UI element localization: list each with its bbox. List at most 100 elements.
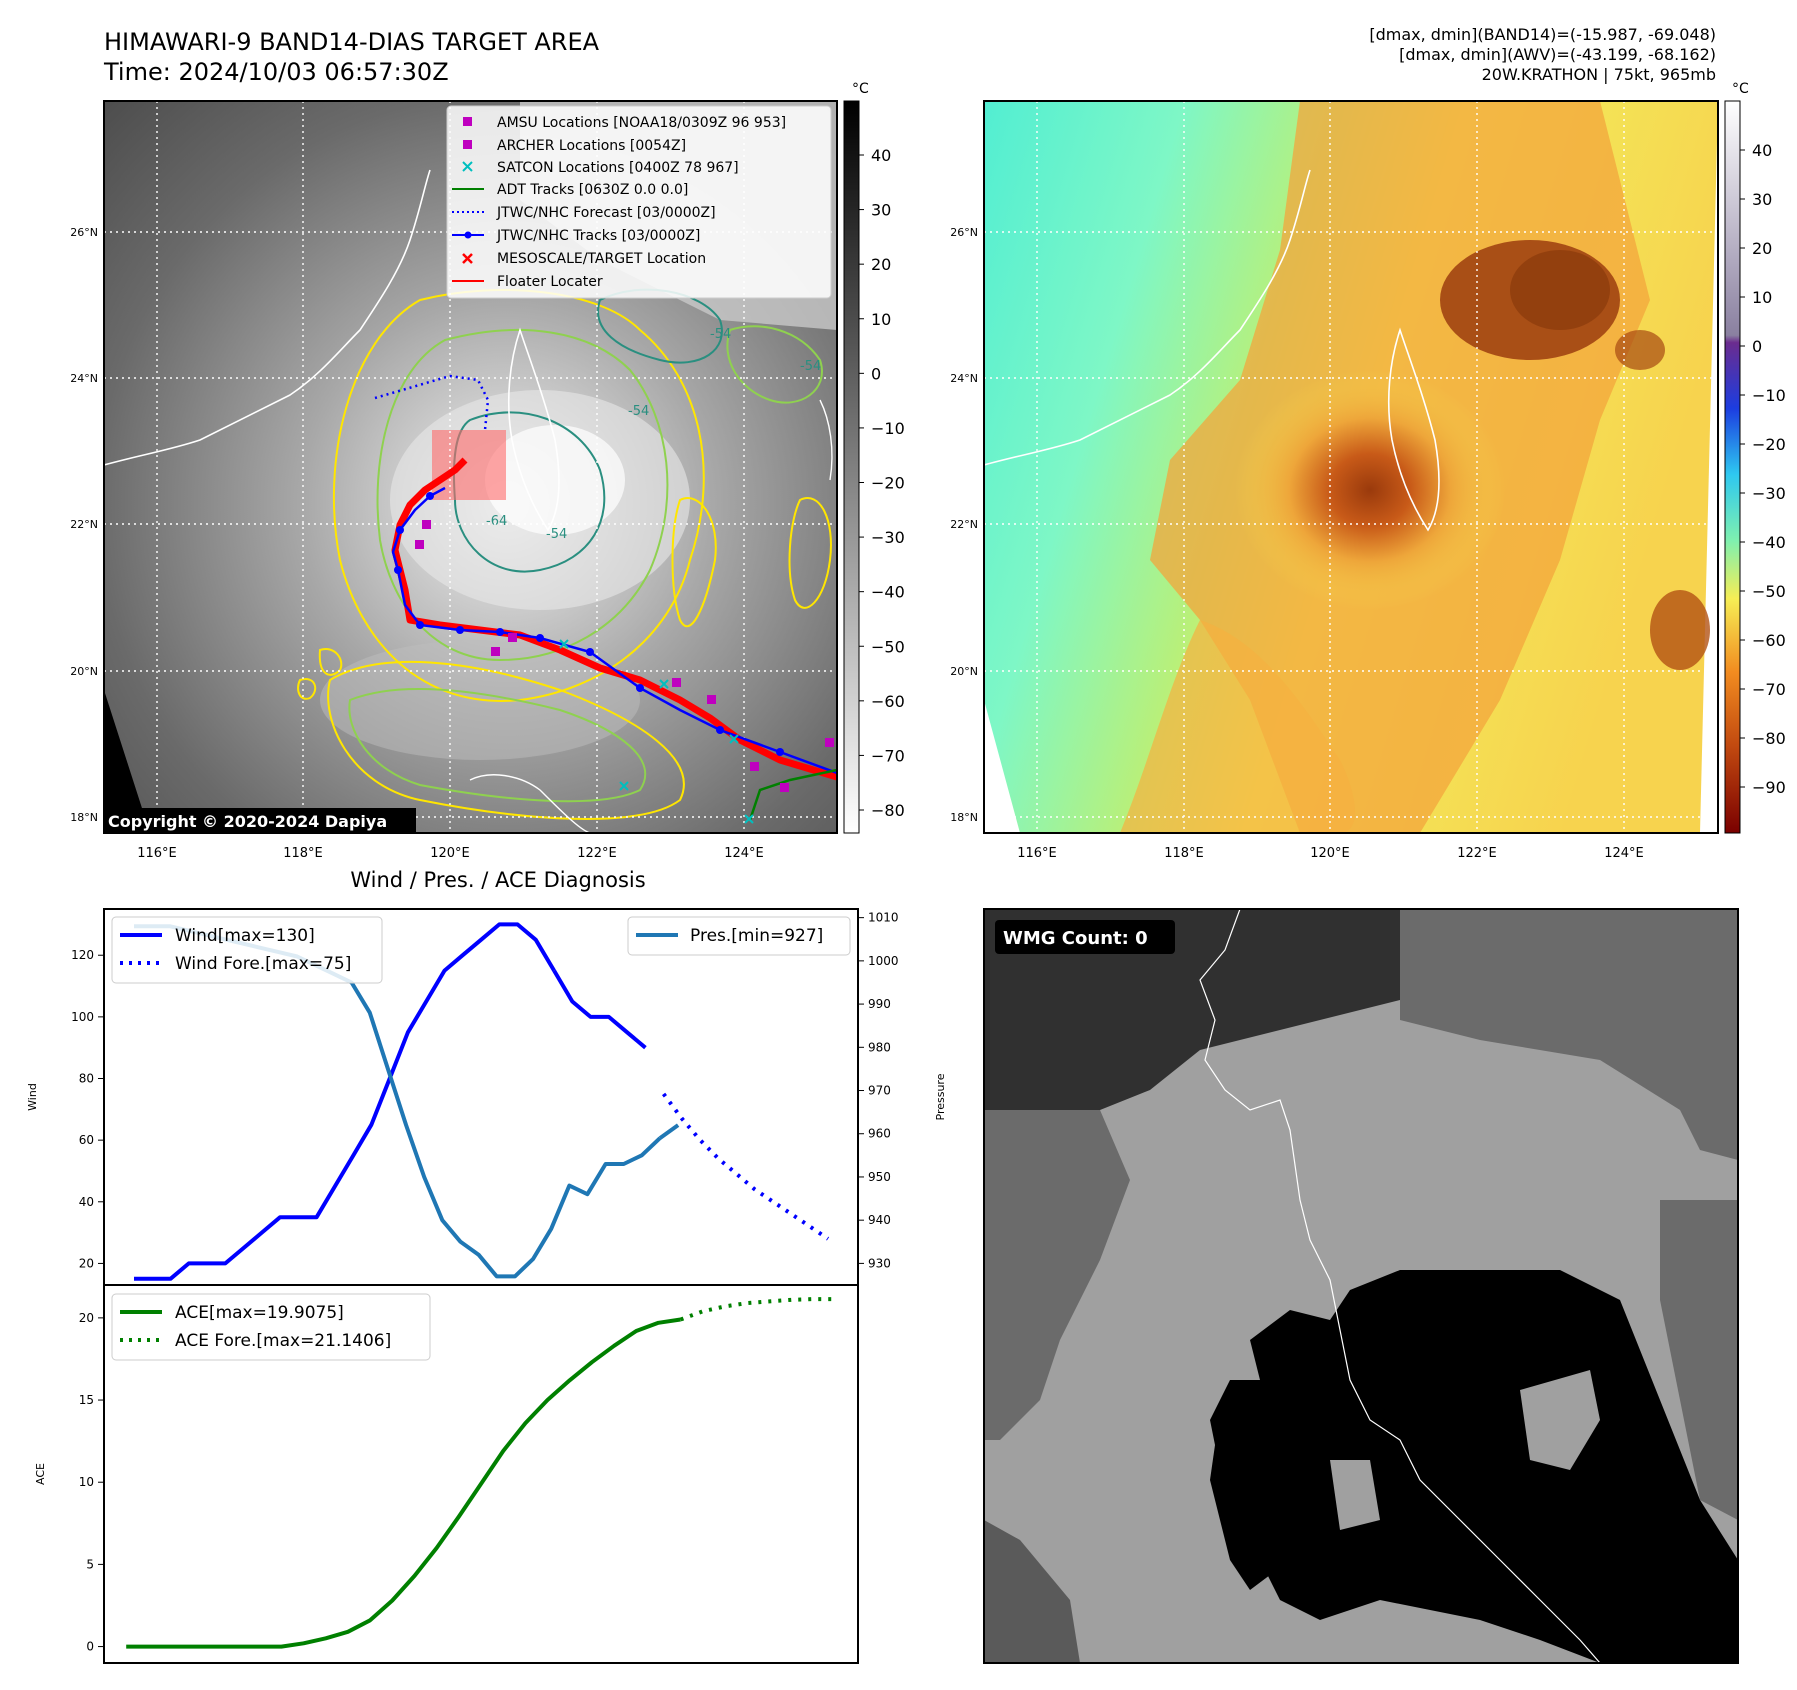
colorbar-tick-label: 0: [1752, 337, 1762, 356]
wmg-black-region: [1210, 1270, 1738, 1663]
color-colorbar-unit: °C: [1732, 81, 1749, 97]
wind-axis-label: Wind: [26, 1083, 39, 1111]
lon-tick-label: 124°E: [724, 846, 764, 861]
lat-tick-label: 26°N: [950, 226, 978, 239]
colorbar-tick-label: −10: [1752, 386, 1786, 405]
awv-lon-ticks: 116°E 118°E 120°E 122°E 124°E: [1017, 846, 1644, 861]
colorbar-tick-label: −90: [1752, 778, 1786, 797]
ace-axis-label: ACE: [34, 1463, 47, 1485]
colorbar-tick-label: −10: [871, 419, 905, 438]
svg-text:JTWC/NHC Tracks [03/0000Z]: JTWC/NHC Tracks [03/0000Z]: [496, 228, 700, 244]
ace-ytick-label: 5: [86, 1557, 94, 1571]
contour-label: -64: [486, 514, 507, 529]
pressure-ytick-label: 950: [868, 1170, 891, 1184]
colorbar-tick-label: −30: [871, 528, 905, 547]
figure-time: Time: 2024/10/03 06:57:30Z: [103, 58, 449, 86]
colorbar-tick-label: −80: [871, 801, 905, 820]
colorbar-tick-label: −60: [871, 692, 905, 711]
awv-storm-core: [1235, 370, 1505, 610]
lon-tick-label: 120°E: [430, 846, 470, 861]
wind-legend: Wind[max=130] Wind Fore.[max=75]: [111, 916, 383, 984]
svg-text:Floater Locater: Floater Locater: [497, 274, 603, 290]
svg-text:AMSU Locations [NOAA18/0309Z 9: AMSU Locations [NOAA18/0309Z 96 953]: [497, 115, 786, 131]
legend-ace: ACE[max=19.9075]: [175, 1303, 344, 1323]
wind-ytick-label: 40: [79, 1195, 94, 1209]
colorbar-tick-label: −30: [1752, 484, 1786, 503]
colorbar-tick-label: 20: [1752, 239, 1772, 258]
pressure-ytick-label: 990: [868, 997, 891, 1011]
wind-ytick-label: 80: [79, 1072, 94, 1086]
storm-info: 20W.KRATHON | 75kt, 965mb: [1482, 65, 1716, 84]
ir-lat-ticks: 26°N 24°N 22°N 20°N 18°N: [70, 226, 98, 824]
wmg-coastline: [1199, 909, 1601, 1663]
lon-tick-label: 122°E: [1457, 846, 1497, 861]
wmg-count-badge: [995, 920, 1175, 954]
wmg-frame: [983, 908, 1739, 1664]
map-legend: AMSU Locations [NOAA18/0309Z 96 953] ARC…: [446, 105, 832, 299]
lon-tick-label: 118°E: [1164, 846, 1204, 861]
pressure-legend: Pres.[min=927]: [627, 916, 851, 956]
pressure-series-line: [658, 1123, 680, 1140]
ir-lon-ticks: 116°E 118°E 120°E 122°E 124°E: [137, 846, 764, 861]
legend-item-satcon: SATCON Locations [0400Z 78 967]: [462, 160, 739, 176]
ace-panel: 0 5 10 15 20 ACE ACE[max=19.9075] ACE Fore.[…: [34, 1284, 859, 1664]
awv-map-panel: [984, 101, 1718, 833]
ace-legend: ACE[max=19.9075] ACE Fore.[max=21.1406]: [111, 1293, 431, 1361]
awv-map-frame: [983, 100, 1719, 834]
ir-map-frame: [103, 100, 838, 834]
legend-item-archer: ARCHER Locations [0054Z]: [463, 138, 686, 154]
colorbar-tick-label: 20: [871, 255, 891, 274]
wind-forecast-line: [661, 1092, 830, 1241]
lat-tick-label: 18°N: [70, 811, 98, 824]
colorbar-tick-label: 30: [871, 201, 891, 220]
satcon-markers: [559, 639, 754, 824]
colorbar-tick-label: −40: [1752, 533, 1786, 552]
stat-awv: [dmax, dmin](AWV)=(-43.199, -68.162): [1399, 45, 1716, 64]
lat-tick-label: 20°N: [70, 665, 98, 678]
lat-tick-label: 20°N: [950, 665, 978, 678]
colorbar-tick-label: −80: [1752, 729, 1786, 748]
forecast-track: [374, 374, 490, 431]
amsu-markers: [415, 520, 834, 792]
ace-ytick-label: 0: [86, 1640, 94, 1654]
lon-tick-label: 116°E: [1017, 846, 1057, 861]
legend-wind-fore: Wind Fore.[max=75]: [175, 954, 351, 974]
colorbar-tick-label: 10: [1752, 288, 1772, 307]
legend-item-floater: Floater Locater: [452, 274, 603, 290]
legend-wind: Wind[max=130]: [175, 926, 315, 946]
best-track-points: [394, 492, 784, 756]
colorbar-tick-label: −20: [1752, 435, 1786, 454]
lon-tick-label: 122°E: [577, 846, 617, 861]
contour-label: -54: [800, 359, 821, 374]
legend-item-tracks: JTWC/NHC Tracks [03/0000Z]: [452, 228, 700, 244]
wmg-count-text: WMG Count: 0: [1003, 928, 1148, 949]
awv-lat-ticks: 26°N 24°N 22°N 20°N 18°N: [950, 226, 978, 824]
ace-series-line: [126, 1317, 681, 1649]
wind-ytick-label: 100: [71, 1010, 94, 1024]
lon-tick-label: 124°E: [1604, 846, 1644, 861]
pressure-ytick-label: 980: [868, 1040, 891, 1054]
pressure-ytick-label: 960: [868, 1127, 891, 1141]
legend-item-mesoscale: MESOSCALE/TARGET Location: [462, 251, 706, 267]
lon-tick-label: 118°E: [283, 846, 323, 861]
copyright-badge: [104, 808, 416, 833]
lat-tick-label: 22°N: [70, 518, 98, 531]
colorbar-tick-label: −40: [871, 583, 905, 602]
wind-series-line: [552, 969, 647, 1050]
legend-item-adt: ADT Tracks [0630Z 0.0 0.0]: [452, 182, 688, 198]
colorbar-tick-label: −70: [1752, 680, 1786, 699]
pressure-axis-label: Pressure: [934, 1073, 947, 1120]
lat-tick-label: 26°N: [70, 226, 98, 239]
pressure-ytick-label: 930: [868, 1256, 891, 1270]
copyright-text: Copyright © 2020-2024 Dapiya: [108, 812, 387, 831]
ace-ytick-label: 10: [79, 1475, 94, 1489]
contour-label: -54: [710, 327, 731, 342]
legend-item-amsu: AMSU Locations [NOAA18/0309Z 96 953]: [463, 115, 786, 131]
colorbar-tick-label: −50: [1752, 582, 1786, 601]
pressure-ytick-label: 1010: [868, 911, 899, 925]
ace-forecast-line: [679, 1297, 836, 1322]
color-colorbar: °C 40 30 20 10 0 −10 −20 −30 −40 −50 −60 −70 −80 −90: [1724, 81, 1786, 834]
svg-text:ADT Tracks [0630Z 0.0 0.0]: ADT Tracks [0630Z 0.0 0.0]: [497, 182, 688, 198]
ace-ytick-label: 20: [79, 1311, 94, 1325]
